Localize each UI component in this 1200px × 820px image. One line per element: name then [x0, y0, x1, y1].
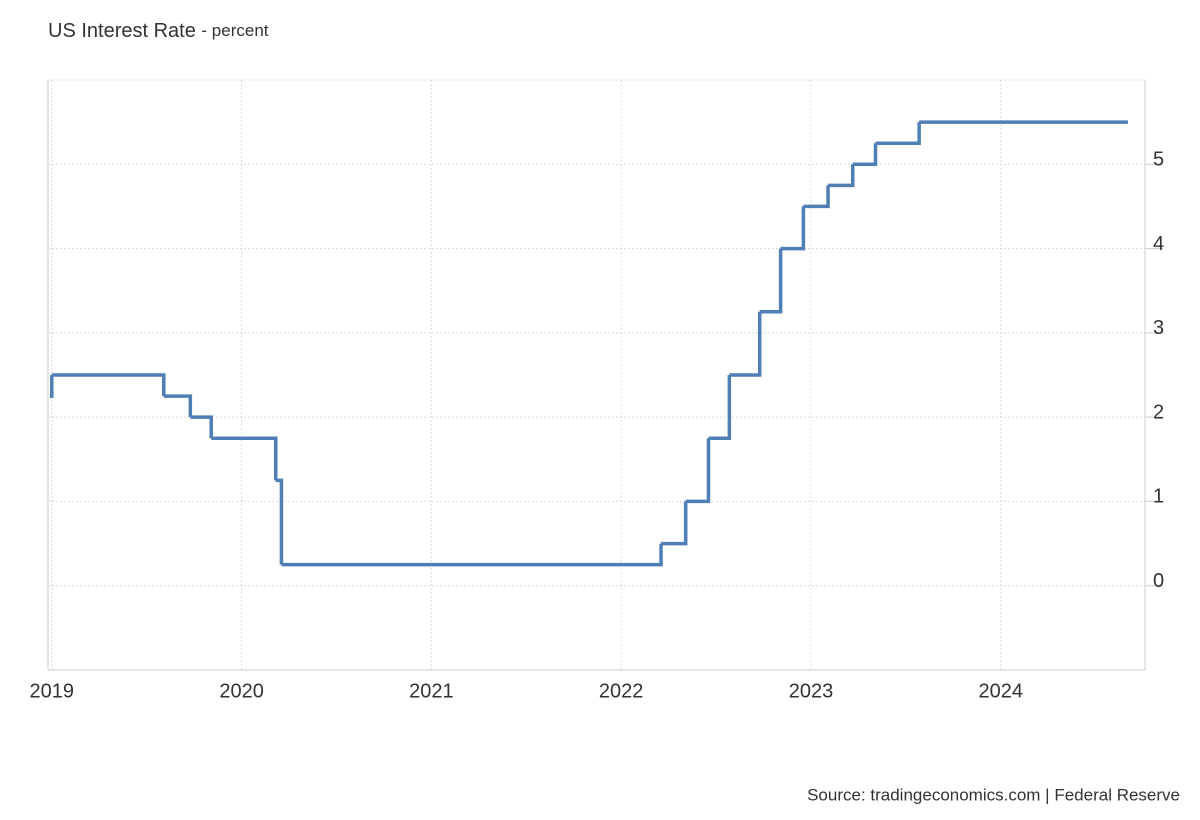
x-tick-label: 2022 [599, 680, 644, 702]
line-step [780, 206, 806, 251]
y-tick-label: 3 [1153, 317, 1164, 339]
line-step [163, 394, 193, 418]
line-step [875, 122, 921, 145]
x-tick-label: 2020 [219, 680, 264, 702]
y-tick-label: 0 [1153, 570, 1164, 592]
x-tick-label: 2021 [409, 680, 454, 702]
title: US Interest Rate [48, 20, 196, 42]
line-step [685, 438, 711, 504]
line-step [708, 375, 732, 440]
line-step [51, 373, 166, 397]
y-tick-label: 4 [1153, 233, 1164, 255]
source: Source: tradingeconomics.com | Federal R… [807, 785, 1180, 804]
y-tick-label: 2 [1153, 401, 1164, 423]
line-step [275, 478, 284, 565]
line-step [803, 185, 830, 209]
line-step [852, 143, 878, 167]
line-step [49, 375, 54, 398]
y-tick-label: 5 [1153, 149, 1164, 171]
line-step [281, 543, 663, 567]
y-tick-label: 1 [1153, 486, 1164, 508]
line-step [190, 415, 213, 439]
x-tick-label: 2019 [30, 680, 75, 702]
line-step [828, 164, 855, 188]
subtitle: - percent [201, 21, 268, 40]
line-step [211, 436, 278, 481]
x-tick-label: 2024 [979, 680, 1024, 702]
line-step [661, 501, 688, 546]
chart-title: US Interest Rate - percent [48, 20, 269, 42]
line-step [759, 248, 783, 314]
x-tick-label: 2023 [789, 680, 834, 702]
line-step [729, 311, 762, 377]
